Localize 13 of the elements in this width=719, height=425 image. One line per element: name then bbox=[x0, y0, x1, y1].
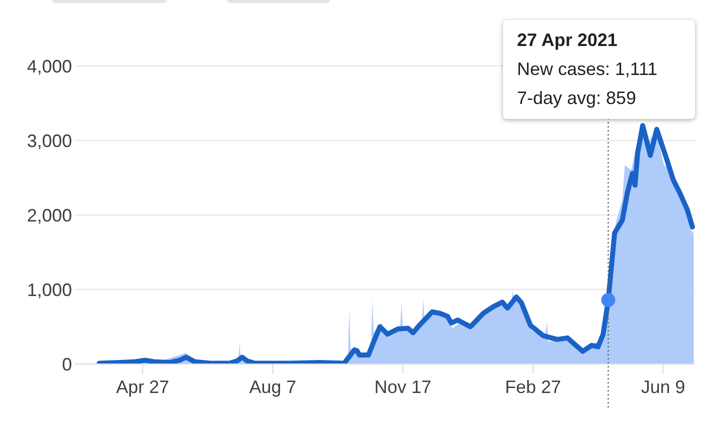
annotation: New cases: 1,111 bbox=[517, 58, 658, 81]
x-tick-label: Jun 9 bbox=[641, 376, 686, 397]
x-tick-label: Apr 27 bbox=[116, 376, 170, 397]
annotation: 7-day avg: 859 bbox=[517, 87, 638, 110]
x-tick-label: Nov 17 bbox=[374, 376, 432, 397]
y-tick-label: 1,000 bbox=[26, 280, 72, 300]
x-tick-label: Feb 27 bbox=[504, 376, 562, 397]
y-tick-label: 4,000 bbox=[26, 56, 72, 76]
y-tick-label: 0 bbox=[62, 354, 72, 374]
text: 27 Apr 2021 bbox=[517, 29, 618, 52]
x-tick-label: Aug 7 bbox=[249, 376, 296, 397]
y-tick-label: 2,000 bbox=[26, 205, 72, 226]
y-tick-label: 3,000 bbox=[26, 130, 72, 151]
